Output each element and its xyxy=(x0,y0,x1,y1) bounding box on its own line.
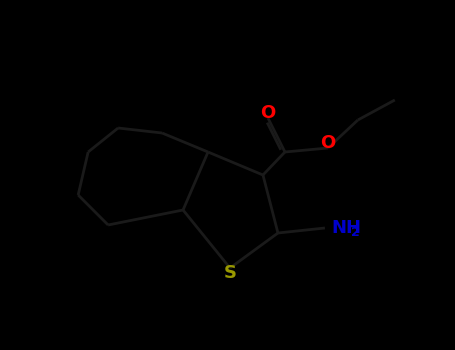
Text: O: O xyxy=(260,104,276,121)
Text: 2: 2 xyxy=(351,226,359,239)
Text: NH: NH xyxy=(332,219,362,237)
Text: S: S xyxy=(223,265,237,282)
Text: O: O xyxy=(320,134,335,153)
